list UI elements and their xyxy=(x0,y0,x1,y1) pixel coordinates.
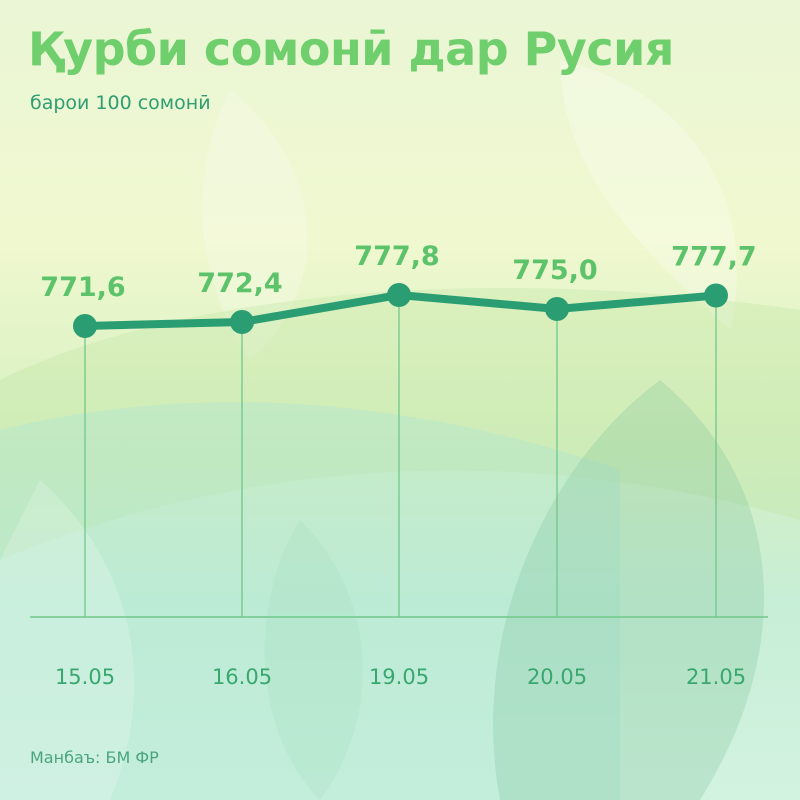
data-point xyxy=(73,314,97,338)
leaf-shape xyxy=(560,60,737,330)
x-tick-label: 15.05 xyxy=(55,665,115,689)
leaf-shape xyxy=(0,402,620,800)
data-label: 772,4 xyxy=(197,268,282,299)
x-tick-label: 16.05 xyxy=(212,665,272,689)
data-point xyxy=(387,283,411,307)
x-tick-label: 21.05 xyxy=(686,665,746,689)
x-tick-label: 20.05 xyxy=(527,665,587,689)
data-label: 771,6 xyxy=(40,272,125,303)
data-label: 777,8 xyxy=(354,241,439,272)
data-label: 777,7 xyxy=(671,242,756,273)
chart-subtitle: барои 100 сомонӣ xyxy=(30,92,211,114)
source-note: Манбаъ: БМ ФР xyxy=(30,748,159,767)
leaf-shape xyxy=(202,90,308,360)
leaf-shape xyxy=(493,380,765,800)
data-point xyxy=(704,283,728,308)
data-point xyxy=(545,297,569,321)
data-label: 775,0 xyxy=(512,255,597,286)
data-point xyxy=(230,310,254,334)
leaf-shape xyxy=(264,520,363,800)
leaf-shape xyxy=(0,480,135,800)
chart-title: Қурби сомонӣ дар Русия xyxy=(28,22,674,76)
x-tick-label: 19.05 xyxy=(369,665,429,689)
leaf-shape xyxy=(0,287,800,560)
